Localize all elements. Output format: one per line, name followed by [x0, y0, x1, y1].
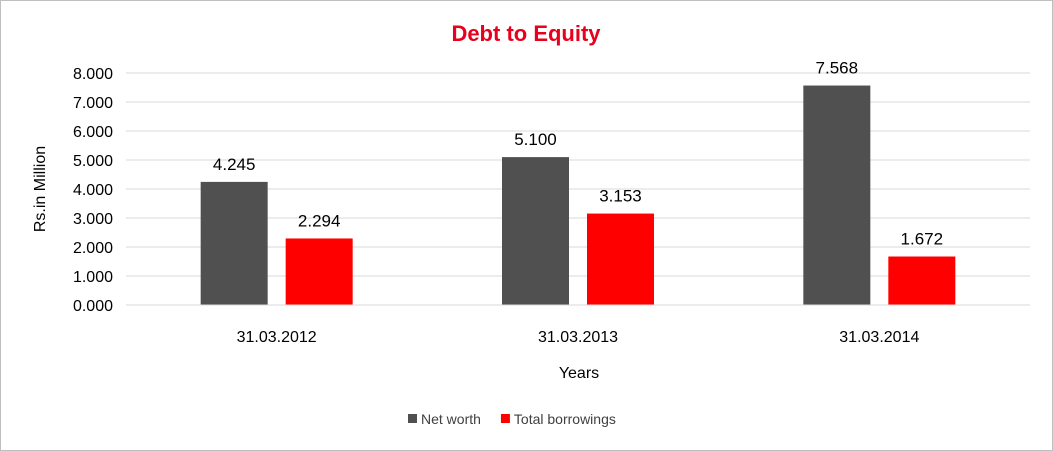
bars — [200, 85, 956, 305]
y-tick-label: 5.000 — [73, 153, 113, 170]
y-axis-ticks: 0.000 1.000 2.000 3.000 4.000 5.000 6.000 7.000… — [73, 66, 113, 315]
data-label: 3.153 — [599, 187, 642, 206]
data-label: 1.672 — [901, 230, 944, 249]
data-label: 5.100 — [514, 130, 557, 149]
bar — [888, 256, 956, 305]
bar — [200, 181, 268, 305]
x-axis-ticks: 31.03.2012 31.03.2013 31.03.2014 — [237, 329, 920, 346]
legend: Net worth Total borrowings — [408, 411, 616, 427]
y-tick-label: 3.000 — [73, 211, 113, 228]
data-label: 2.294 — [298, 211, 341, 230]
data-label: 7.568 — [816, 59, 859, 78]
y-tick-label: 2.000 — [73, 240, 113, 257]
x-tick-label: 31.03.2014 — [839, 329, 919, 346]
y-axis-title: Rs.in Million — [32, 146, 49, 232]
legend-label: Total borrowings — [514, 411, 616, 427]
x-tick-label: 31.03.2012 — [237, 329, 317, 346]
y-tick-label: 8.000 — [73, 66, 113, 83]
bar — [803, 85, 871, 305]
y-tick-label: 0.000 — [73, 298, 113, 315]
x-axis-title: Years — [559, 365, 599, 382]
bar — [502, 157, 569, 305]
chart-title: Debt to Equity — [451, 21, 601, 46]
legend-label: Net worth — [421, 411, 481, 427]
data-labels: 4.245 2.294 5.100 3.153 7.568 1.672 — [213, 59, 943, 249]
y-tick-label: 4.000 — [73, 182, 113, 199]
legend-swatch — [408, 414, 417, 423]
y-tick-label: 1.000 — [73, 269, 113, 286]
y-tick-label: 6.000 — [73, 124, 113, 141]
gridlines — [126, 72, 1030, 277]
bar — [587, 213, 654, 305]
data-label: 4.245 — [213, 155, 256, 174]
x-tick-label: 31.03.2013 — [538, 329, 618, 346]
legend-swatch — [500, 414, 510, 423]
y-tick-label: 7.000 — [73, 95, 113, 112]
bar — [285, 238, 353, 305]
